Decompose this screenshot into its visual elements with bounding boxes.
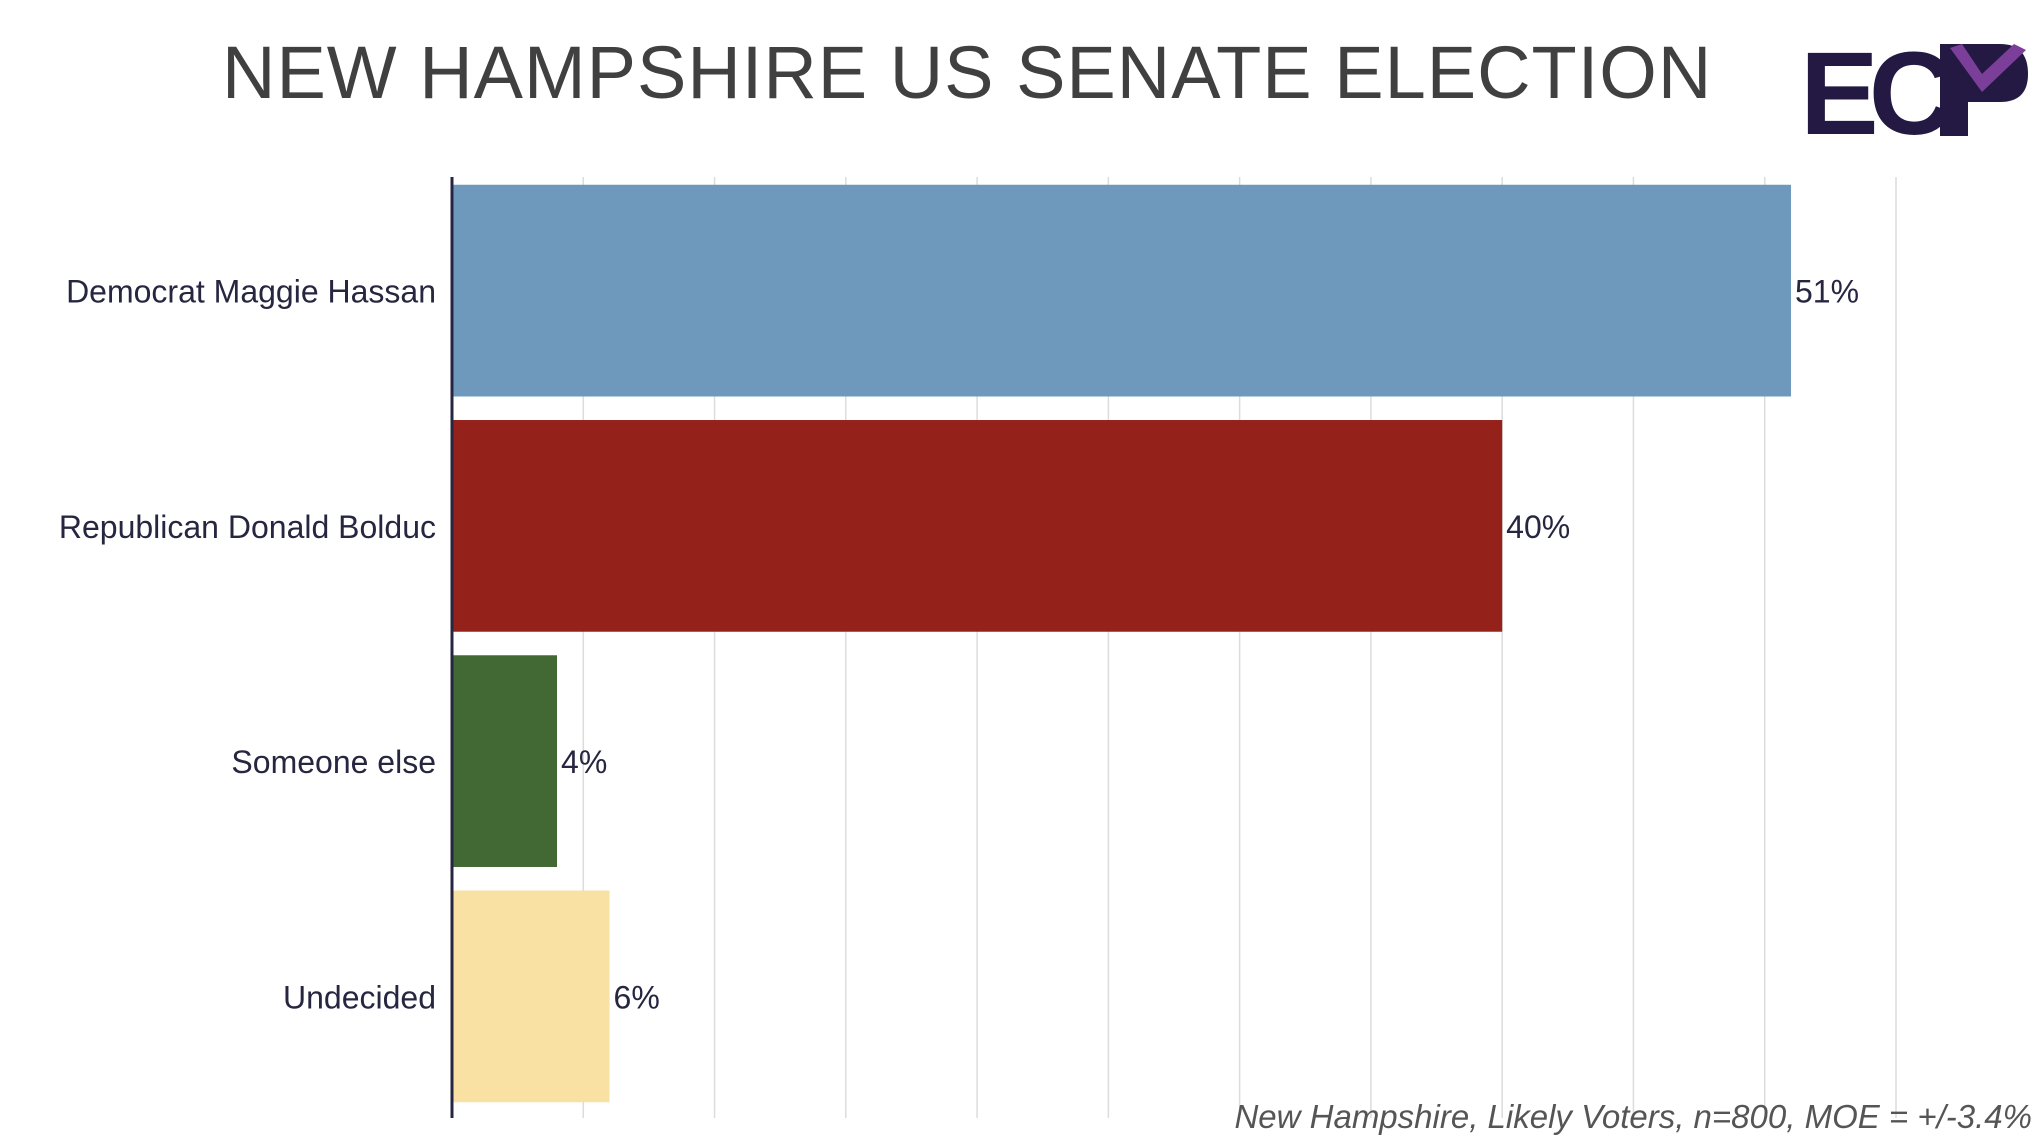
bar [452,890,610,1103]
value-label: 40% [1506,509,1570,545]
bars [452,184,1791,1103]
category-label: Republican Donald Bolduc [59,509,436,545]
chart-title: NEW HAMPSHIRE US SENATE ELECTION [222,31,1713,114]
value-label: 4% [561,744,607,780]
category-label: Democrat Maggie Hassan [66,274,436,310]
value-label: 51% [1795,274,1859,310]
bar [452,420,1503,632]
logo-text: EC [1800,36,1951,146]
category-label: Someone else [231,744,436,780]
value-label: 6% [614,979,660,1015]
labels: Democrat Maggie Hassan 51% Republican Dona… [59,274,1859,1016]
ecp-logo: EC [1800,36,2028,146]
footnote: New Hampshire, Likely Voters, n=800, MOE… [1234,1098,2032,1135]
bar [452,184,1791,397]
bar [452,655,558,867]
category-label: Undecided [283,979,436,1015]
